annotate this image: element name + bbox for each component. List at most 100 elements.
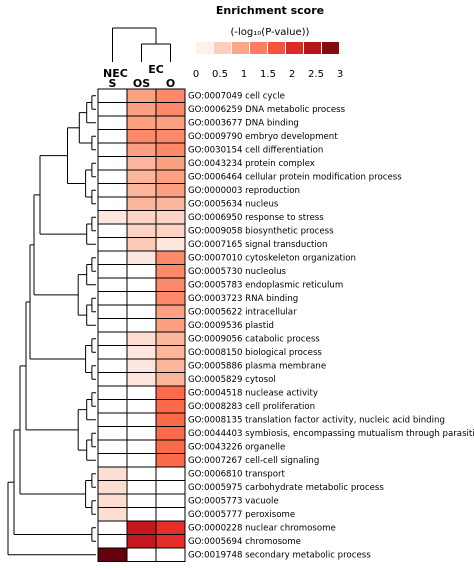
heatmap-cell	[97, 358, 128, 373]
heatmap-cell	[155, 318, 186, 333]
row-label: GO:0007049 cell cycle	[188, 91, 285, 101]
heatmap-cell	[155, 520, 186, 535]
heatmap-cell	[97, 331, 128, 346]
heatmap-cell	[126, 169, 157, 184]
heatmap-cell	[155, 493, 186, 508]
heatmap-cell	[155, 453, 186, 468]
heatmap-cell	[126, 345, 157, 360]
heatmap-cell	[155, 264, 186, 279]
heatmap-cell	[155, 237, 186, 252]
heatmap-cell	[97, 102, 128, 117]
heatmap-cell	[155, 466, 186, 481]
heatmap-cell	[97, 534, 128, 549]
column-group-label: NEC	[103, 67, 128, 80]
heatmap-cell	[155, 507, 186, 522]
row-label: GO:0006464 cellular protein modification…	[188, 172, 402, 182]
colorbar-swatch	[232, 42, 249, 54]
row-label: GO:0009056 catabolic process	[188, 334, 320, 344]
heatmap-cell	[97, 453, 128, 468]
heatmap-cell	[155, 291, 186, 306]
row-label: GO:0043226 organelle	[188, 442, 285, 452]
row-label: GO:0005694 chromosome	[188, 537, 301, 547]
row-label: GO:0007010 cytoskeleton organization	[188, 253, 356, 263]
heatmap-cell	[97, 547, 128, 562]
heatmap-cell	[126, 331, 157, 346]
heatmap-cell	[97, 345, 128, 360]
heatmap-cell	[126, 493, 157, 508]
row-label: GO:0007267 cell-cell signaling	[188, 456, 319, 466]
heatmap-cell	[97, 264, 128, 279]
colorbar-swatch	[286, 42, 303, 54]
heatmap-cell	[97, 237, 128, 252]
heatmap-cell	[126, 223, 157, 238]
heatmap-cell	[155, 277, 186, 292]
heatmap-cell	[126, 480, 157, 495]
colorbar-tick-label: 0	[193, 69, 199, 80]
heatmap-cell	[126, 385, 157, 400]
heatmap-cell	[155, 250, 186, 265]
heatmap-cell	[155, 210, 186, 225]
row-label: GO:0005622 intracellular	[188, 307, 297, 317]
colorbar-tick-label: 1	[241, 69, 247, 80]
heatmap-cell	[97, 169, 128, 184]
row-label: GO:0005777 peroxisome	[188, 510, 295, 520]
heatmap-cell	[126, 304, 157, 319]
heatmap-cell	[97, 115, 128, 130]
heatmap-cell	[155, 102, 186, 117]
row-label: GO:0000228 nuclear chromosome	[188, 523, 336, 533]
row-label: GO:0005773 vacuole	[188, 496, 279, 506]
heatmap-cell	[97, 183, 128, 198]
heatmap-cell	[97, 399, 128, 414]
heatmap-cell	[97, 520, 128, 535]
row-label: GO:0005886 plasma membrane	[188, 361, 326, 371]
heatmap-cell	[155, 480, 186, 495]
row-label: GO:0007165 signal transduction	[188, 240, 328, 250]
heatmap-cell	[97, 223, 128, 238]
heatmap-cell	[126, 399, 157, 414]
row-label: GO:0005783 endoplasmic reticulum	[188, 280, 343, 290]
row-label: GO:0009058 biosynthetic process	[188, 226, 334, 236]
row-label: GO:0006950 response to stress	[188, 213, 324, 223]
row-label: GO:0009536 plastid	[188, 321, 274, 331]
heatmap-cell	[126, 412, 157, 427]
heatmap-cell	[155, 372, 186, 387]
heatmap-cell	[126, 183, 157, 198]
heatmap-cell	[126, 439, 157, 454]
column-label: OS	[133, 77, 150, 90]
heatmap-cell	[126, 358, 157, 373]
column-label: O	[166, 77, 175, 90]
heatmap-cell	[97, 210, 128, 225]
row-label: GO:0004518 nuclease activity	[188, 388, 318, 398]
heatmap-cell	[126, 102, 157, 117]
heatmap-cell	[126, 129, 157, 144]
heatmap-cell	[155, 439, 186, 454]
heatmap-cell	[155, 331, 186, 346]
heatmap-cell	[97, 466, 128, 481]
heatmap-cell	[97, 372, 128, 387]
row-label: GO:0003723 RNA binding	[188, 294, 298, 304]
heatmap-cell	[155, 129, 186, 144]
heatmap-cell	[126, 88, 157, 103]
colorbar-tick-label: 2.5	[308, 69, 324, 80]
heatmap-cell	[126, 453, 157, 468]
row-label: GO:0006810 transport	[188, 469, 286, 479]
heatmap-cell	[155, 534, 186, 549]
heatmap-cell	[155, 385, 186, 400]
row-label: GO:0000003 reproduction	[188, 186, 300, 196]
heatmap-cell	[126, 372, 157, 387]
row-label: GO:0008135 translation factor activity, …	[188, 415, 445, 425]
heatmap-cell	[97, 385, 128, 400]
heatmap-cell	[97, 318, 128, 333]
heatmap-cell	[97, 142, 128, 157]
heatmap-cell	[126, 520, 157, 535]
colorbar-swatch	[250, 42, 267, 54]
heatmap-cell	[155, 426, 186, 441]
heatmap-cell	[97, 129, 128, 144]
row-label: GO:0005975 carbohydrate metabolic proces…	[188, 483, 384, 493]
colorbar-tick-label: 3	[337, 69, 343, 80]
heatmap-cell	[97, 412, 128, 427]
heatmap-cell	[97, 156, 128, 171]
heatmap-cell	[126, 237, 157, 252]
heatmap-cell	[126, 196, 157, 211]
row-label: GO:0019748 secondary metabolic process	[188, 550, 371, 560]
